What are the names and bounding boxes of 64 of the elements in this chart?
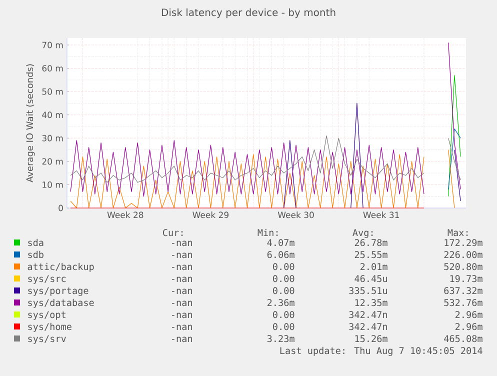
- legend-label: sys/src: [28, 275, 66, 284]
- legend-label: sys/opt: [28, 311, 66, 320]
- text: 2.96m: [456, 311, 482, 318]
- text: 0.00: [273, 311, 294, 318]
- text: -nan: [172, 336, 192, 342]
- text: 15.26m: [355, 335, 388, 342]
- x-tick-label: Week 30: [278, 212, 314, 218]
- legend-label: sys/portage: [28, 287, 88, 296]
- text: 532.76m: [444, 299, 482, 306]
- text: 0.00: [273, 263, 294, 270]
- text: 0.00: [273, 323, 294, 330]
- legend-label: sys/database: [28, 298, 94, 308]
- y-tick-label: 20 m: [42, 158, 63, 165]
- x-tick-label: Week 28: [107, 212, 144, 218]
- y-tick-label: 30 m: [42, 134, 63, 142]
- legend-label: sys/home: [28, 322, 72, 332]
- text: 2.96m: [456, 323, 482, 330]
- text: 172.29m: [444, 239, 482, 246]
- text: Avg:: [352, 229, 373, 238]
- text: 637.32m: [444, 287, 482, 294]
- text: Last update: Thu Aug 7 10:45:05 2014: [280, 346, 482, 356]
- text: 520.80m: [444, 263, 482, 270]
- text: 342.47n: [349, 311, 387, 318]
- y-tick-label: 0: [58, 204, 63, 212]
- text: -nan: [172, 300, 192, 306]
- text: 25.55m: [354, 251, 388, 258]
- text: 226.00m: [444, 251, 482, 258]
- text: -nan: [172, 240, 192, 246]
- text: 335.51u: [349, 287, 387, 294]
- text: Max:: [448, 229, 468, 236]
- y-tick-label: 60 m: [42, 65, 63, 72]
- legend-label: sys/srv: [28, 335, 66, 344]
- text: 342.47n: [349, 323, 387, 330]
- text: -nan: [172, 276, 192, 282]
- y-axis-title: Average IO Wait (seconds): [26, 64, 35, 182]
- x-tick-label: Week 29: [192, 212, 229, 218]
- text: 0.00: [273, 287, 294, 294]
- y-tick-label: 40 m: [42, 112, 63, 118]
- text: 2.01m: [360, 263, 388, 270]
- text: 465.08m: [444, 335, 482, 342]
- text: 46.45u: [354, 275, 387, 282]
- text: Min:: [258, 228, 278, 236]
- text: 2.36m: [268, 299, 294, 306]
- text: -nan: [172, 288, 192, 294]
- text: 3.23m: [267, 335, 294, 342]
- y-tick-label: 10 m: [42, 182, 63, 188]
- text: 12.35m: [355, 299, 388, 306]
- x-tick-label: Week 31: [363, 212, 399, 218]
- text: 4.07m: [267, 239, 294, 246]
- legend-label: attic/backup: [28, 262, 94, 272]
- text: -nan: [172, 324, 192, 330]
- text: Cur:: [163, 229, 183, 236]
- text: -nan: [172, 264, 192, 270]
- legend-label: sda: [28, 238, 44, 246]
- text: -nan: [172, 252, 192, 258]
- text: 26.78m: [354, 239, 388, 246]
- y-tick-label: 70 m: [42, 42, 63, 48]
- y-tick-label: 50 m: [42, 88, 63, 95]
- text: 19.73m: [450, 275, 482, 282]
- legend-label: sdb: [28, 250, 44, 258]
- text: 0.00: [273, 275, 294, 282]
- text: 6.06m: [267, 251, 294, 258]
- chart-title: Disk latency per device - by month: [162, 8, 336, 18]
- text: -nan: [172, 312, 192, 318]
